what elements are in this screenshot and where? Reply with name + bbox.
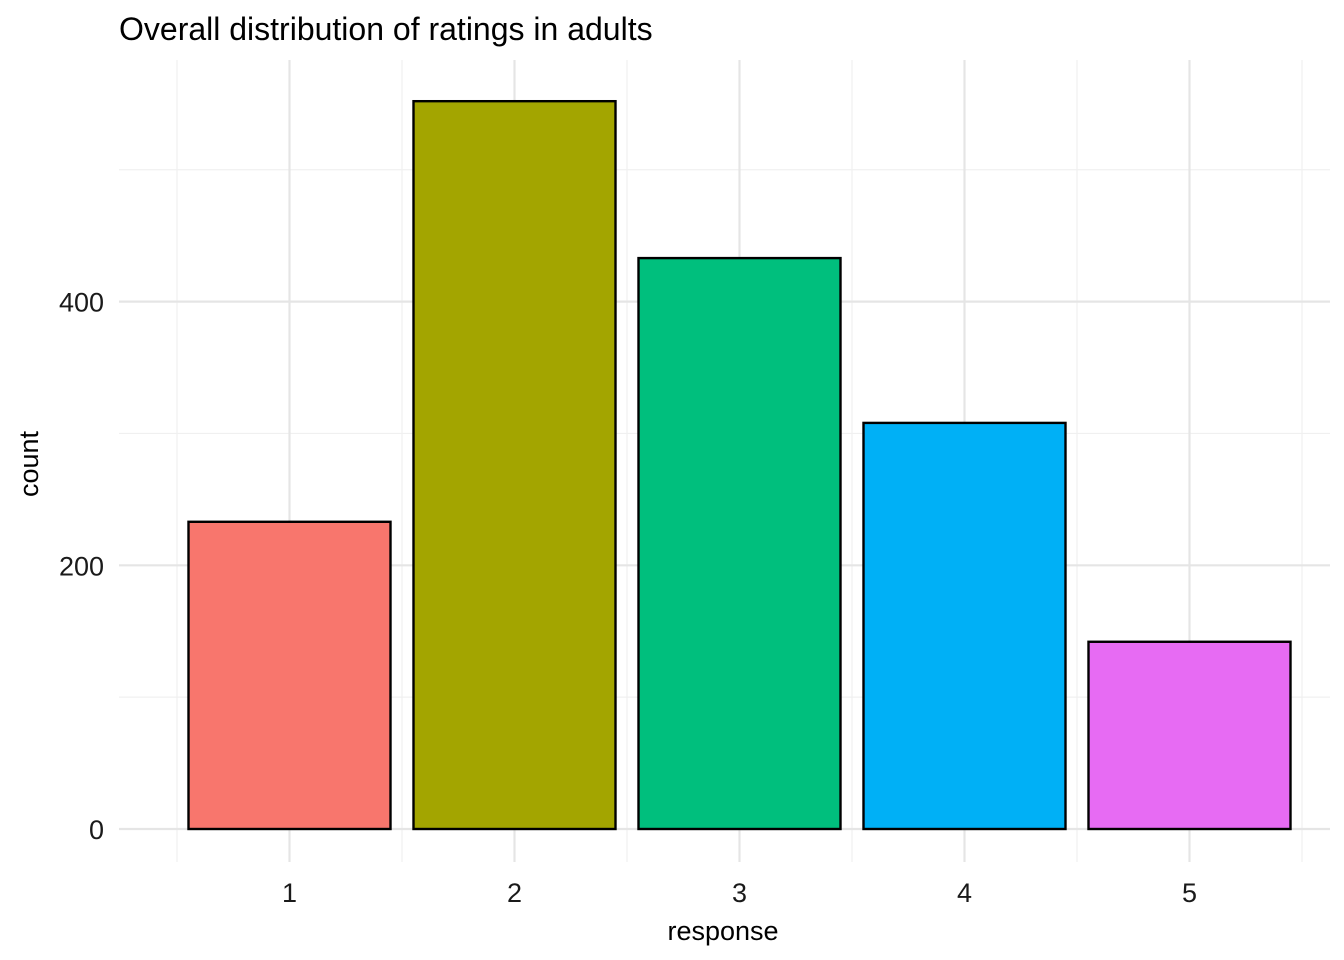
y-tick-label: 200 (59, 551, 104, 581)
y-axis-ticks: 0 200 400 (59, 288, 104, 845)
x-axis-title: response (667, 916, 778, 946)
x-tick-label: 1 (282, 878, 297, 908)
bars-layer (187, 99, 1292, 831)
bar-response-3 (637, 256, 842, 831)
x-axis-ticks: 1 2 3 4 5 (282, 878, 1197, 908)
x-tick-label: 2 (507, 878, 522, 908)
x-tick-label: 5 (1182, 878, 1197, 908)
chart-title: Overall distribution of ratings in adult… (119, 11, 653, 47)
x-tick-label: 3 (732, 878, 747, 908)
y-tick-label: 400 (59, 288, 104, 318)
y-tick-label: 0 (89, 815, 104, 845)
bar-response-4 (862, 421, 1067, 831)
bar-response-2 (412, 99, 617, 831)
bar-response-1 (187, 520, 392, 831)
x-tick-label: 4 (957, 878, 972, 908)
y-axis-title: count (14, 430, 44, 497)
bar-response-5 (1087, 640, 1292, 831)
